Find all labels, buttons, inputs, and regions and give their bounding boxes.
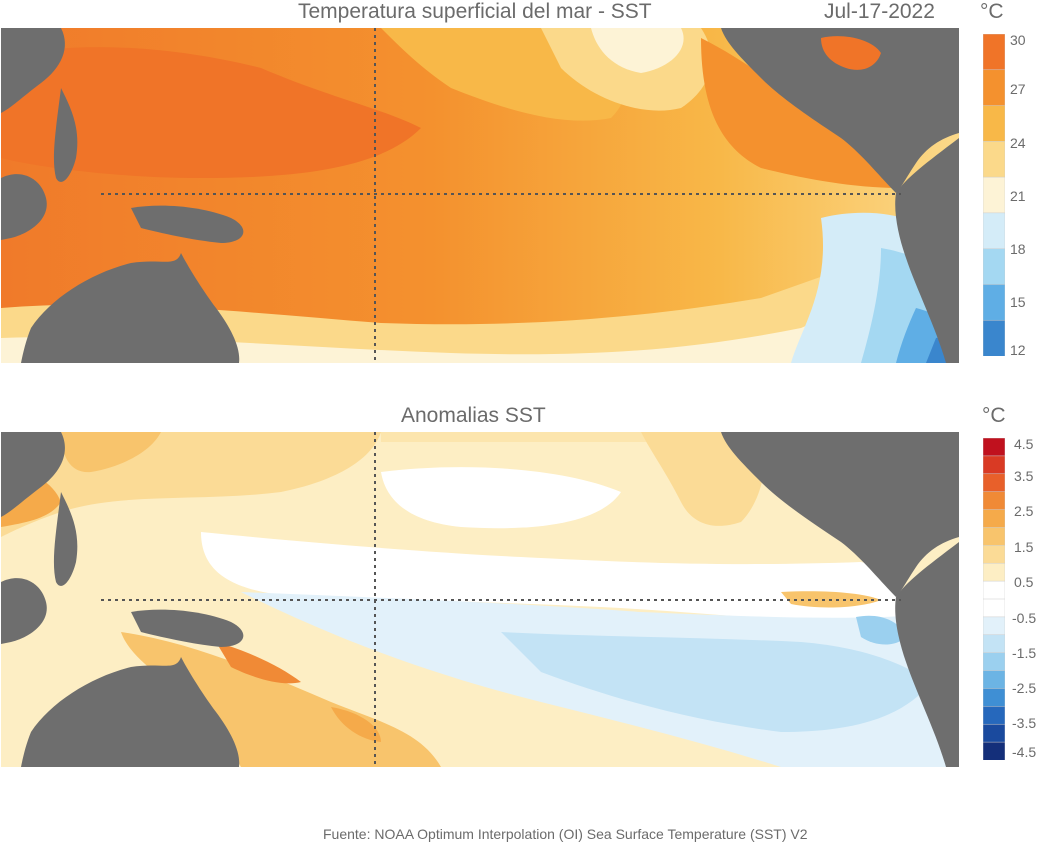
sst-colorbar-swatch [983, 105, 1005, 143]
anomaly-tick: -4.5 [1012, 744, 1037, 760]
sst-colorbar-swatch [983, 141, 1005, 178]
anomaly-tick: 2.5 [1014, 503, 1034, 519]
sst-tick: 12 [1010, 342, 1026, 358]
sst-map [1, 28, 959, 363]
anomaly-colorbar-swatch [983, 473, 1005, 493]
anomaly-tick: 3.5 [1014, 468, 1034, 484]
sst-date: Jul-17-2022 [824, 0, 935, 23]
anomaly-colorbar-swatch [983, 634, 1005, 654]
sst-colorbar-swatch [983, 69, 1005, 107]
anomaly-tick: 0.5 [1014, 574, 1034, 590]
anomaly-colorbar-swatch [983, 455, 1005, 475]
sst-tick: 18 [1010, 241, 1026, 257]
anomaly-colorbar [983, 438, 1005, 760]
anomaly-colorbar-swatch [983, 545, 1005, 564]
anomaly-tick: 1.5 [1014, 539, 1034, 555]
sst-colorbar-swatch [983, 212, 1005, 250]
data-source-credit: Fuente: NOAA Optimum Interpolation (OI) … [323, 826, 808, 842]
anomaly-colorbar-swatch [983, 598, 1005, 618]
anomaly-unit-label: °C [982, 404, 1006, 427]
sst-colorbar [983, 34, 1005, 356]
anomaly-colorbar-swatch [983, 741, 1005, 760]
anomaly-colorbar-swatch [983, 706, 1005, 725]
anomaly-colorbar-swatch [983, 527, 1005, 547]
anomaly-tick: 4.5 [1014, 436, 1034, 452]
sst-tick: 30 [1010, 32, 1026, 48]
sst-colorbar-swatch [983, 284, 1005, 321]
anomaly-colorbar-swatch [983, 688, 1005, 708]
anomaly-colorbar-swatch [983, 562, 1005, 582]
sst-tick: 24 [1010, 135, 1026, 151]
sst-colorbar-swatch [983, 34, 1005, 71]
sst-unit-label: °C [980, 0, 1004, 23]
sst-tick: 21 [1010, 188, 1026, 204]
anomaly-colorbar-swatch [983, 616, 1005, 636]
anomaly-map [1, 432, 959, 767]
anomaly-tick: -2.5 [1012, 680, 1037, 696]
anomaly-colorbar-swatch [983, 509, 1005, 529]
sst-colorbar-swatch [983, 319, 1005, 356]
anomaly-colorbar-swatch [983, 438, 1005, 457]
anomaly-tick: -3.5 [1012, 715, 1037, 731]
anomaly-colorbar-swatch [983, 652, 1005, 672]
anomaly-map-title: Anomalias SST [401, 404, 546, 427]
anomaly-colorbar-swatch [983, 670, 1005, 690]
sst-tick: 15 [1010, 294, 1026, 310]
anomaly-tick: -1.5 [1012, 645, 1037, 661]
sst-map-title: Temperatura superficial del mar - SST [298, 0, 652, 23]
sst-tick: 27 [1010, 81, 1026, 97]
anomaly-colorbar-swatch [983, 723, 1005, 743]
anomaly-tick: -0.5 [1012, 610, 1037, 626]
anomaly-colorbar-swatch [983, 580, 1005, 600]
sst-colorbar-swatch [983, 176, 1005, 214]
anomaly-colorbar-swatch [983, 491, 1005, 511]
sst-colorbar-swatch [983, 248, 1005, 286]
